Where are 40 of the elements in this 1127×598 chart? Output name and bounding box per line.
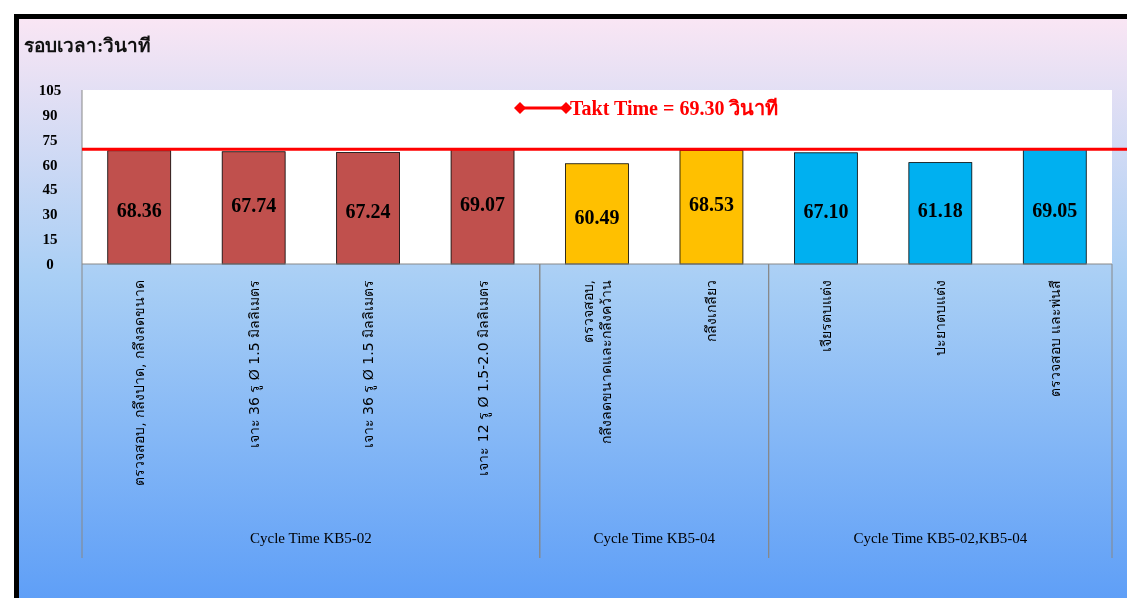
data-label: 67.24 [345, 200, 391, 223]
data-label: 69.07 [460, 192, 506, 215]
data-label: 67.10 [803, 200, 849, 223]
data-label: 67.74 [231, 193, 277, 216]
y-tick-label: 60 [42, 156, 58, 173]
y-tick-label: 0 [46, 256, 54, 272]
data-label: 60.49 [574, 205, 620, 228]
bar [1022, 149, 1087, 265]
data-label: 69.05 [1032, 198, 1078, 221]
data-label: 68.36 [116, 199, 162, 222]
x-tick-label: ปะยาตบแต่ง [932, 280, 949, 356]
x-tick-label: เจาะ 36 รู Ø 1.5 มิลลิเมตร [245, 280, 263, 449]
bar [908, 162, 973, 265]
x-tick-label: เจาะ 12 รู Ø 1.5-2.0 มิลลิเมตร [474, 280, 492, 476]
bar [450, 149, 515, 265]
x-tick-label: ตรวจสอบ และพ่นสี [1046, 280, 1063, 398]
bar [679, 150, 744, 265]
x-tick-label: ตรวจสอบ, กลึงปาด, กลึงลดขนาด [131, 280, 148, 486]
data-label: 61.18 [917, 199, 963, 222]
text: Cycle Time KB5-02 [250, 530, 372, 546]
y-tick-label: 90 [42, 106, 58, 123]
x-tick-label: ตรวจสอบ, กลึงลดขนาดและกลึงคว้าน [580, 280, 614, 444]
bar [107, 150, 172, 265]
text: Cycle Time KB5-02,KB5-04 [853, 530, 1028, 546]
y-axis-title: รอบเวลา:วินาที [24, 35, 152, 56]
bar [221, 151, 286, 265]
bar [565, 163, 629, 265]
data-label: 68.53 [688, 193, 734, 216]
legend-label: Takt Time = 69.30 วินาที [570, 97, 779, 119]
y-tick-label: 105 [38, 82, 62, 98]
text: Cycle Time KB5-04 [593, 530, 716, 546]
y-tick-label: 45 [42, 181, 58, 198]
bar [336, 152, 400, 265]
x-tick-label: เจียรตบแต่ง [817, 280, 834, 352]
y-tick-label: 30 [42, 206, 58, 223]
x-tick-label: กลึงเกลียว [703, 280, 720, 342]
bar [794, 152, 858, 265]
x-tick-label: เจาะ 36 รู Ø 1.5 มิลลิเมตร [360, 280, 378, 449]
y-tick-label: 75 [42, 131, 58, 148]
y-tick-label: 15 [42, 231, 58, 248]
